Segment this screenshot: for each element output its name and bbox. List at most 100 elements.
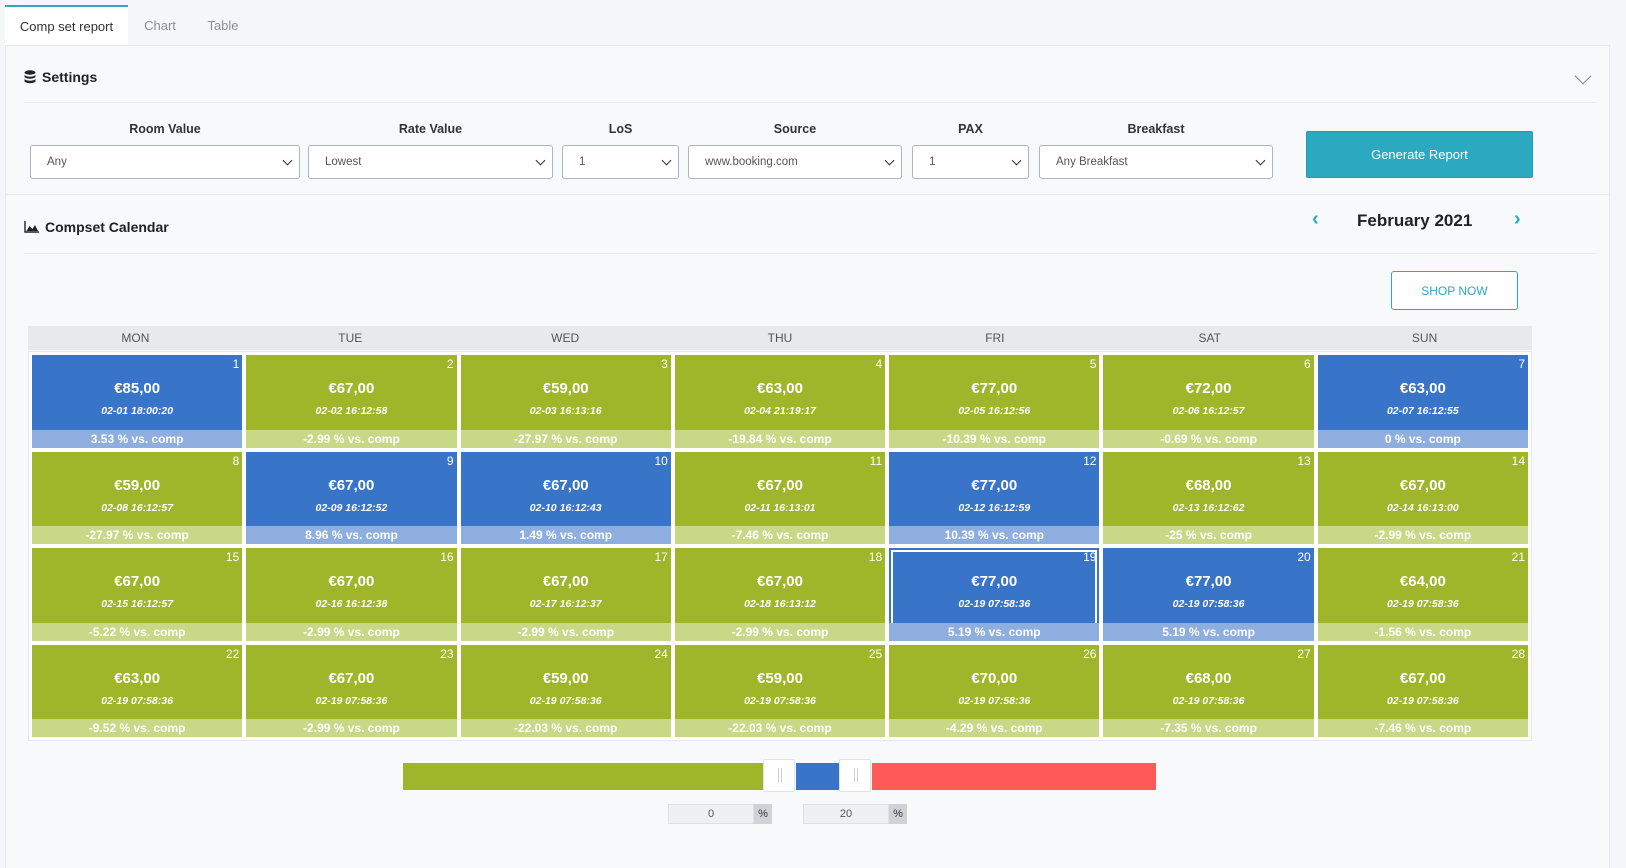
los-selected: 1 <box>579 156 586 168</box>
calendar-day-cell[interactable]: 1 €85,00 02-01 18:00:20 3.53 % vs. comp <box>32 355 243 448</box>
calendar-day-cell[interactable]: 6 €72,00 02-06 16:12:57 -0.69 % vs. comp <box>1103 355 1314 448</box>
day-comp-diff: -7.46 % vs. comp <box>674 526 886 544</box>
room-value-label: Room Value <box>129 122 201 136</box>
calendar-day-cell[interactable]: 25 €59,00 02-19 07:58:36 -22.03 % vs. comp <box>674 644 886 737</box>
room-value-select[interactable]: Any <box>30 145 300 179</box>
calendar-day-cell[interactable]: 12 €77,00 02-12 16:12:59 10.39 % vs. comp <box>889 451 1100 544</box>
calendar-day-cell[interactable]: 19 €77,00 02-19 07:58:36 5.19 % vs. comp <box>889 548 1100 641</box>
weekday-sat: SAT <box>1198 331 1221 345</box>
calendar-day-cell[interactable]: 8 €59,00 02-08 16:12:57 -27.97 % vs. comp <box>32 451 243 544</box>
room-value-selected: Any <box>47 156 67 168</box>
calendar-day-cell[interactable]: 18 €67,00 02-18 16:13:12 -2.99 % vs. comp <box>674 548 886 641</box>
pax-selected: 1 <box>929 156 936 168</box>
day-comp-diff: -9.52 % vs. comp <box>32 719 243 737</box>
day-comp-diff: -2.99 % vs. comp <box>246 719 457 737</box>
day-timestamp: 02-04 21:19:17 <box>744 405 816 417</box>
day-number: 16 <box>440 550 454 564</box>
range-min-handle[interactable] <box>763 759 795 792</box>
los-select[interactable]: 1 <box>562 145 679 179</box>
range-min-input[interactable]: 0 <box>668 804 754 824</box>
weekday-thu: THU <box>767 331 793 345</box>
calendar-day-cell[interactable]: 13 €68,00 02-13 16:12:62 -25 % vs. comp <box>1103 451 1314 544</box>
day-number: 9 <box>446 453 454 468</box>
day-comp-diff: -7.46 % vs. comp <box>1317 719 1528 737</box>
prev-month-icon[interactable]: ‹ <box>1312 208 1319 230</box>
calendar-day-cell[interactable]: 3 €59,00 02-03 16:13:16 -27.97 % vs. comp <box>460 355 671 448</box>
rate-value-select[interactable]: Lowest <box>308 145 553 179</box>
day-price: €67,00 <box>757 476 803 494</box>
tab-comp-set-report[interactable]: Comp set report <box>5 5 128 46</box>
chevron-down-icon <box>884 155 895 166</box>
calendar-day-cell[interactable]: 20 €77,00 02-19 07:58:36 5.19 % vs. comp <box>1103 548 1314 641</box>
day-comp-diff: -22.03 % vs. comp <box>674 719 886 737</box>
chevron-down-icon <box>1011 155 1022 166</box>
range-max-handle[interactable] <box>839 759 871 792</box>
calendar-day-cell[interactable]: 28 €67,00 02-19 07:58:36 -7.46 % vs. comp <box>1317 644 1528 737</box>
pax-label: PAX <box>958 122 983 136</box>
los-label: LoS <box>608 122 633 136</box>
calendar-day-cell[interactable]: 16 €67,00 02-16 16:12:38 -2.99 % vs. comp <box>246 548 457 641</box>
day-number: 18 <box>868 550 883 564</box>
day-comp-diff: -2.99 % vs. comp <box>246 429 457 448</box>
day-number: 12 <box>1083 453 1097 468</box>
day-comp-diff: -19.84 % vs. comp <box>674 429 886 448</box>
calendar-day-cell[interactable]: 24 €59,00 02-19 07:58:36 -22.03 % vs. comp <box>460 644 671 737</box>
day-timestamp: 02-03 16:13:16 <box>529 405 602 417</box>
calendar-day-cell[interactable]: 23 €67,00 02-19 07:58:36 -2.99 % vs. comp <box>246 644 457 737</box>
calendar-day-cell[interactable]: 4 €63,00 02-04 21:19:17 -19.84 % vs. comp <box>674 355 886 448</box>
calendar-day-cell[interactable]: 26 €70,00 02-19 07:58:36 -4.29 % vs. comp <box>889 644 1100 737</box>
day-price: €63,00 <box>757 380 803 397</box>
calendar-day-cell[interactable]: 15 €67,00 02-15 16:12:57 -5.22 % vs. comp <box>32 548 243 641</box>
day-number: 17 <box>654 550 668 564</box>
calendar-day-cell[interactable]: 17 €67,00 02-17 16:12:37 -2.99 % vs. comp <box>460 548 671 641</box>
range-max-field[interactable]: 20 % <box>803 804 907 824</box>
pax-select[interactable]: 1 <box>912 145 1029 179</box>
day-comp-diff: -2.99 % vs. comp <box>1317 526 1528 544</box>
month-label: February 2021 <box>1357 211 1473 230</box>
shop-now-button[interactable]: SHOP NOW <box>1391 271 1518 310</box>
settings-header[interactable]: Settings <box>24 69 97 85</box>
day-number: 11 <box>869 453 883 468</box>
generate-report-button[interactable]: Generate Report <box>1306 131 1533 178</box>
day-price: €64,00 <box>1399 573 1446 590</box>
calendar-day-cell[interactable]: 7 €63,00 02-07 16:12:55 0 % vs. comp <box>1317 355 1528 448</box>
day-timestamp: 02-05 16:12:56 <box>958 405 1031 417</box>
day-timestamp: 02-14 16:13:00 <box>1386 501 1459 514</box>
chevron-down-icon[interactable] <box>1574 67 1592 85</box>
calendar-day-cell[interactable]: 22 €63,00 02-19 07:58:36 -9.52 % vs. comp <box>32 644 243 737</box>
next-month-icon[interactable]: › <box>1514 208 1521 230</box>
calendar-day-cell[interactable]: 9 €67,00 02-09 16:12:52 8.96 % vs. comp <box>246 451 457 544</box>
rate-value-label: Rate Value <box>398 122 463 136</box>
day-timestamp: 02-18 16:13:12 <box>744 598 816 610</box>
day-price: €59,00 <box>757 669 803 687</box>
day-timestamp: 02-19 07:58:36 <box>1386 694 1459 707</box>
day-number: 15 <box>225 550 240 564</box>
calendar-day-cell[interactable]: 14 €67,00 02-14 16:13:00 -2.99 % vs. comp <box>1317 451 1528 544</box>
day-number: 23 <box>440 646 454 661</box>
range-min-field[interactable]: 0 % <box>668 804 772 824</box>
range-max-input[interactable]: 20 <box>803 804 889 824</box>
day-timestamp: 02-13 16:12:62 <box>1172 501 1245 514</box>
source-select[interactable]: www.booking.com <box>688 145 902 179</box>
calendar-day-cell[interactable]: 27 €68,00 02-19 07:58:36 -7.35 % vs. comp <box>1103 644 1314 737</box>
calendar-day-cell[interactable]: 5 €77,00 02-05 16:12:56 -10.39 % vs. comp <box>889 355 1100 448</box>
day-comp-diff: 1.49 % vs. comp <box>460 526 671 544</box>
day-price: €85,00 <box>114 380 161 397</box>
day-price: €68,00 <box>1185 476 1232 494</box>
day-comp-diff: -27.97 % vs. comp <box>32 526 243 544</box>
calendar-day-cell[interactable]: 10 €67,00 02-10 16:12:43 1.49 % vs. comp <box>460 451 671 544</box>
day-timestamp: 02-19 07:58:36 <box>101 694 174 707</box>
breakfast-select[interactable]: Any Breakfast <box>1039 145 1273 179</box>
calendar-day-cell[interactable]: 2 €67,00 02-02 16:12:58 -2.99 % vs. comp <box>246 355 457 448</box>
day-number: 3 <box>661 357 668 371</box>
day-timestamp: 02-08 16:12:57 <box>101 501 174 514</box>
calendar-day-cell[interactable]: 21 €64,00 02-19 07:58:36 -1.56 % vs. comp <box>1317 548 1528 641</box>
day-price: €77,00 <box>971 476 1018 494</box>
day-price: €77,00 <box>1185 573 1232 590</box>
calendar-day-cell[interactable]: 11 €67,00 02-11 16:13:01 -7.46 % vs. comp <box>674 451 886 544</box>
tab-chart[interactable]: Chart <box>144 17 176 33</box>
day-timestamp: 02-02 16:12:58 <box>315 405 388 417</box>
tab-table[interactable]: Table <box>207 17 239 33</box>
day-number: 21 <box>1511 550 1525 564</box>
day-timestamp: 02-06 16:12:57 <box>1172 405 1245 417</box>
